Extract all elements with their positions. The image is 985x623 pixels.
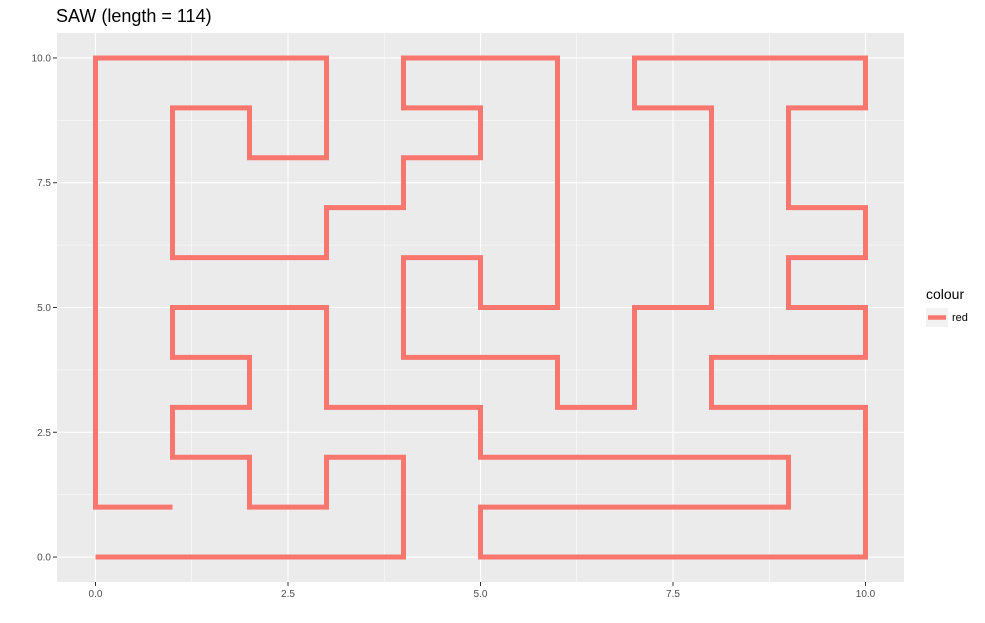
legend-label-red: red (952, 312, 968, 324)
legend: colour red (926, 286, 968, 327)
y-tick-label: 0.0 (37, 553, 51, 564)
legend-title: colour (926, 286, 964, 302)
x-tick-label: 0.0 (89, 589, 103, 600)
series-layer (93, 55, 868, 560)
y-tick-label: 5.0 (37, 303, 51, 314)
x-tick-label: 5.0 (474, 589, 488, 600)
x-tick-label: 2.5 (281, 589, 295, 600)
chart-title: SAW (length = 114) (56, 6, 212, 26)
series-line-red (93, 55, 868, 560)
y-tick-label: 10.0 (32, 53, 52, 64)
x-tick-label: 7.5 (666, 589, 680, 600)
x-tick-label: 10.0 (856, 589, 876, 600)
axis-ticks: 0.0 2.5 5.0 7.5 10.0 0.0 2.5 5.0 7.5 10.0 (32, 53, 876, 600)
y-tick-label: 7.5 (37, 178, 51, 189)
y-tick-label: 2.5 (37, 428, 51, 439)
